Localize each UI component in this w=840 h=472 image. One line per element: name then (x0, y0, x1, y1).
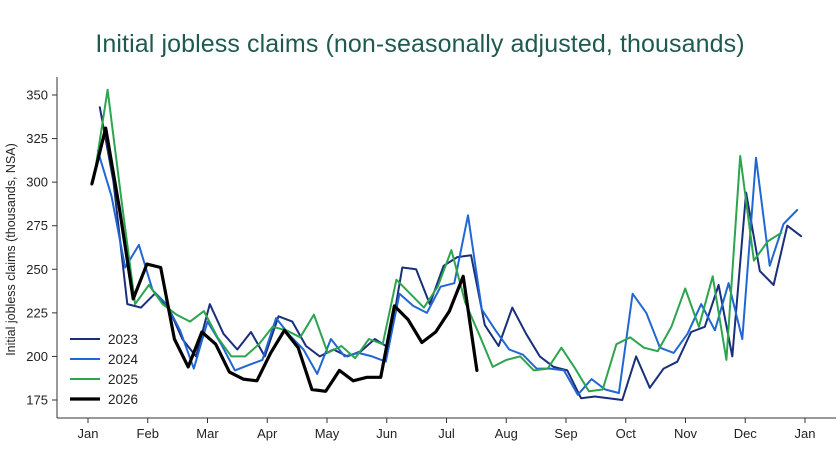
y-tick-label: 300 (26, 175, 48, 190)
x-tick-label: Jan (795, 426, 816, 441)
x-tick-label: Feb (137, 426, 159, 441)
y-tick-label: 275 (26, 218, 48, 233)
y-tick-label: 325 (26, 131, 48, 146)
series-line-2025 (92, 88, 783, 393)
series-line-2024 (96, 149, 799, 396)
y-tick-label: 225 (26, 305, 48, 320)
y-axis-label: Initial jobless claims (thousands, NSA) (4, 143, 18, 356)
x-tick-label: Jan (78, 426, 99, 441)
chart-title: Initial jobless claims (non-seasonally a… (95, 30, 745, 58)
x-tick-label: Jul (438, 426, 455, 441)
legend-label-2025: 2025 (108, 372, 138, 387)
x-tick-label: Oct (616, 426, 637, 441)
y-tick-label: 250 (26, 262, 48, 277)
x-tick-label: Apr (257, 426, 278, 441)
y-tick-label: 350 (26, 88, 48, 103)
x-tick-label: Mar (196, 426, 219, 441)
y-tick-label: 175 (26, 393, 48, 408)
legend-label-2024: 2024 (108, 352, 139, 367)
series-line-2023 (98, 106, 803, 401)
x-tick-label: May (315, 426, 340, 441)
y-tick-label: 200 (26, 349, 48, 364)
series-line-2026 (90, 126, 479, 393)
legend-label-2023: 2023 (108, 332, 138, 347)
legend-label-2026: 2026 (108, 392, 138, 407)
x-tick-label: Jun (376, 426, 397, 441)
x-tick-label: Aug (495, 426, 518, 441)
x-tick-label: Dec (734, 426, 758, 441)
x-tick-label: Sep (554, 426, 577, 441)
x-tick-label: Nov (674, 426, 698, 441)
